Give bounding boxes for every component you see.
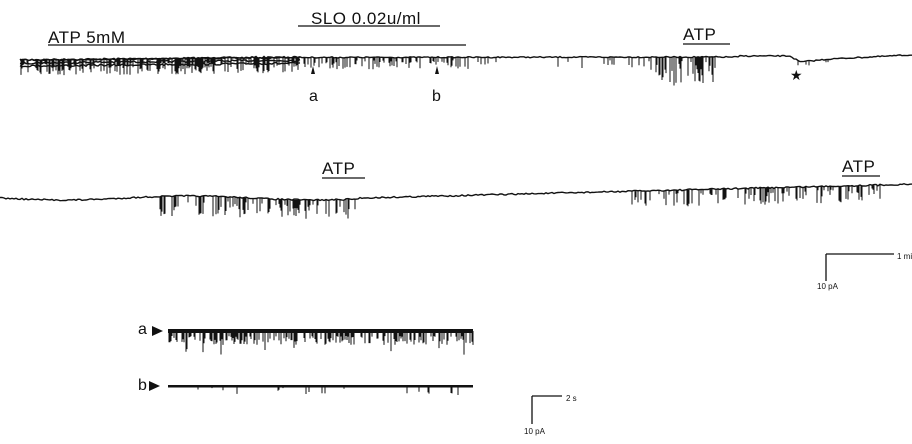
trace-1-openings <box>650 57 716 86</box>
trace-1-openings <box>20 57 300 76</box>
marker-b-arrow <box>435 66 439 74</box>
star-marker: ★ <box>790 68 803 84</box>
marker-a-arrow <box>311 66 315 74</box>
trace-b-arrow <box>149 381 160 391</box>
trace-b-band <box>168 385 473 388</box>
trace-a-label: a <box>138 321 147 338</box>
atp-label-1: ATP <box>683 25 717 44</box>
trace-a-arrow <box>152 326 163 336</box>
trace-2-baseline <box>0 182 912 202</box>
scale-bar-2-current-label: 10 pA <box>524 427 545 436</box>
marker-b-label: b <box>432 88 441 105</box>
scale-bar-1-time-label: 1 min <box>897 252 912 261</box>
trace-2-openings <box>631 185 881 207</box>
trace-1-openings <box>797 59 829 66</box>
trace-1-baseline <box>19 54 912 63</box>
trace-b-openings <box>197 386 459 395</box>
trace-a-openings <box>168 331 474 345</box>
trace-2-openings <box>159 196 356 219</box>
atp-concentration-label: ATP 5mM <box>48 28 126 47</box>
atp-label-3: ATP <box>842 157 876 176</box>
trace-b-label: b <box>138 377 147 394</box>
trace-1-openings <box>477 57 650 68</box>
marker-a-label: a <box>309 88 318 105</box>
scale-bar-2-time-label: 2 s <box>566 394 577 403</box>
slo-label: SLO 0.02u/ml <box>311 9 421 28</box>
scale-bar-1-current-label: 10 pA <box>817 282 838 291</box>
trace-1-openings <box>303 57 469 70</box>
atp-label-2: ATP <box>322 159 356 178</box>
trace-a-openings <box>185 331 465 355</box>
